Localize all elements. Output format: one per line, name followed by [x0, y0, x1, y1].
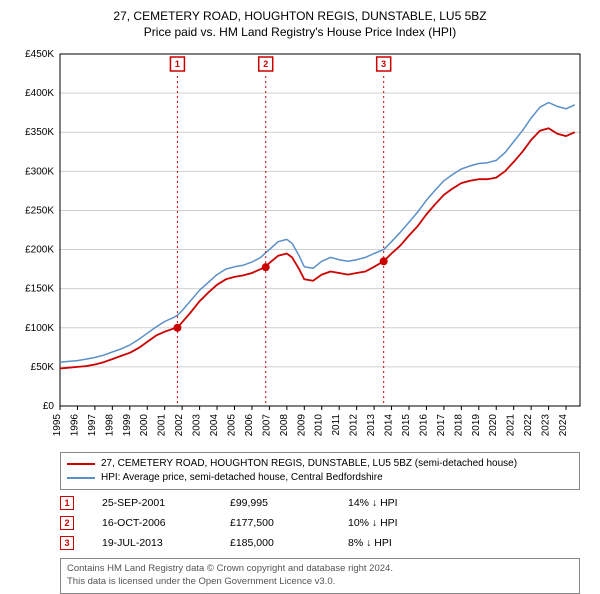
svg-text:£0: £0 [43, 401, 55, 412]
svg-text:2011: 2011 [331, 414, 342, 436]
event-marker-icon: 3 [60, 536, 74, 550]
svg-text:2023: 2023 [541, 414, 552, 437]
svg-text:2010: 2010 [314, 414, 325, 437]
event-price: £177,500 [230, 517, 320, 529]
svg-text:£450K: £450K [25, 49, 54, 60]
svg-text:2001: 2001 [157, 414, 168, 437]
svg-text:1998: 1998 [104, 414, 115, 437]
svg-text:3: 3 [381, 59, 386, 69]
svg-text:2005: 2005 [226, 414, 237, 437]
event-price: £99,995 [230, 497, 320, 509]
svg-text:£400K: £400K [25, 88, 54, 99]
legend-swatch-hpi [67, 477, 95, 479]
svg-text:2007: 2007 [261, 414, 272, 437]
svg-text:£100K: £100K [25, 323, 54, 334]
svg-text:2022: 2022 [523, 414, 534, 437]
event-date: 19-JUL-2013 [102, 537, 202, 549]
event-diff: 14% ↓ HPI [348, 497, 458, 509]
attribution-box: Contains HM Land Registry data © Crown c… [60, 558, 580, 594]
svg-text:2008: 2008 [279, 414, 290, 437]
svg-text:2012: 2012 [349, 414, 360, 437]
event-row: 2 16-OCT-2006 £177,500 10% ↓ HPI [60, 516, 580, 530]
svg-text:£250K: £250K [25, 206, 54, 217]
title-block: 27, CEMETERY ROAD, HOUGHTON REGIS, DUNST… [10, 8, 590, 40]
event-date: 25-SEP-2001 [102, 497, 202, 509]
attribution-line2: This data is licensed under the Open Gov… [67, 576, 573, 589]
svg-text:2017: 2017 [436, 414, 447, 437]
svg-text:2006: 2006 [244, 414, 255, 437]
svg-text:2000: 2000 [139, 414, 150, 437]
event-date: 16-OCT-2006 [102, 517, 202, 529]
svg-text:2019: 2019 [471, 414, 482, 437]
svg-text:2009: 2009 [296, 414, 307, 437]
svg-text:1995: 1995 [52, 414, 63, 437]
svg-text:2013: 2013 [366, 414, 377, 437]
event-price: £185,000 [230, 537, 320, 549]
svg-text:2: 2 [263, 59, 268, 69]
svg-text:2021: 2021 [506, 414, 517, 437]
svg-text:2024: 2024 [558, 414, 569, 437]
svg-text:1999: 1999 [122, 414, 133, 437]
svg-text:£300K: £300K [25, 167, 54, 178]
legend-row: HPI: Average price, semi-detached house,… [67, 471, 573, 485]
event-marker-icon: 1 [60, 496, 74, 510]
event-diff: 10% ↓ HPI [348, 517, 458, 529]
svg-text:£350K: £350K [25, 128, 54, 139]
chart-area: £0 £50K £100K £150K £200K £250K £300K £350K £400… [10, 46, 590, 446]
svg-text:2002: 2002 [174, 414, 185, 437]
svg-text:2016: 2016 [418, 414, 429, 437]
event-diff: 8% ↓ HPI [348, 537, 458, 549]
attribution-line1: Contains HM Land Registry data © Crown c… [67, 563, 573, 576]
svg-text:2003: 2003 [192, 414, 203, 437]
chart-container: 27, CEMETERY ROAD, HOUGHTON REGIS, DUNST… [0, 0, 600, 590]
svg-text:1996: 1996 [69, 414, 80, 437]
event-row: 3 19-JUL-2013 £185,000 8% ↓ HPI [60, 536, 580, 550]
legend-row: 27, CEMETERY ROAD, HOUGHTON REGIS, DUNST… [67, 457, 573, 471]
svg-text:1: 1 [175, 59, 180, 69]
legend-label-price-paid: 27, CEMETERY ROAD, HOUGHTON REGIS, DUNST… [101, 457, 517, 471]
event-list: 1 25-SEP-2001 £99,995 14% ↓ HPI 2 16-OCT… [60, 496, 580, 550]
svg-text:2020: 2020 [488, 414, 499, 437]
svg-text:1997: 1997 [87, 414, 98, 437]
legend-label-hpi: HPI: Average price, semi-detached house,… [101, 471, 383, 485]
svg-text:2004: 2004 [209, 414, 220, 437]
svg-text:£200K: £200K [25, 245, 54, 256]
title-line-address: 27, CEMETERY ROAD, HOUGHTON REGIS, DUNST… [10, 8, 590, 24]
svg-text:2014: 2014 [384, 414, 395, 437]
event-marker-icon: 2 [60, 516, 74, 530]
svg-text:£50K: £50K [31, 362, 55, 373]
event-row: 1 25-SEP-2001 £99,995 14% ↓ HPI [60, 496, 580, 510]
svg-text:2015: 2015 [401, 414, 412, 437]
svg-text:2018: 2018 [453, 414, 464, 437]
legend-swatch-price-paid [67, 463, 95, 465]
svg-text:£150K: £150K [25, 284, 54, 295]
legend-box: 27, CEMETERY ROAD, HOUGHTON REGIS, DUNST… [60, 452, 580, 490]
chart-svg: £0 £50K £100K £150K £200K £250K £300K £350K £400… [10, 46, 590, 446]
title-line-subtitle: Price paid vs. HM Land Registry's House … [10, 24, 590, 40]
